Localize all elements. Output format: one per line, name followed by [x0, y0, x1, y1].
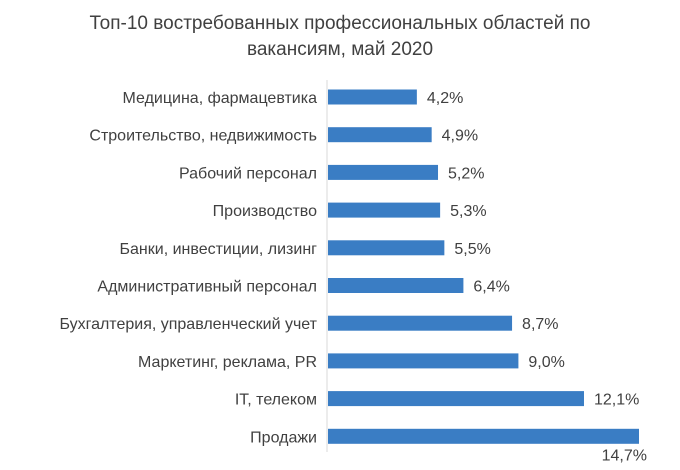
category-label: Производство — [213, 203, 317, 220]
value-label: 14,7% — [602, 447, 647, 464]
value-label: 12,1% — [594, 392, 639, 409]
bars-group: Медицина, фармацевтика 4,2% Строительство,… — [59, 89, 647, 464]
category-label: Строительство, недвижимость — [89, 128, 317, 145]
category-label: Маркетинг, реклама, PR — [138, 354, 317, 371]
bar — [328, 428, 639, 444]
category-label: Банки, инвестиции, лизинг — [120, 241, 318, 258]
bar — [328, 164, 439, 180]
value-label: 5,5% — [454, 241, 490, 258]
bar — [328, 202, 441, 218]
bar — [328, 89, 417, 105]
bar — [328, 391, 584, 407]
value-label: 5,2% — [448, 165, 484, 182]
value-label: 6,4% — [473, 279, 509, 296]
bar — [328, 127, 432, 143]
category-label: Бухгалтерия, управленческий учет — [59, 316, 317, 333]
category-label: Медицина, фармацевтика — [123, 90, 318, 107]
category-label: Рабочий персонал — [179, 165, 317, 182]
value-label: 4,9% — [442, 128, 478, 145]
chart-title-line-1: Топ-10 востребованных профессиональных о… — [90, 13, 591, 34]
value-label: 9,0% — [528, 354, 564, 371]
value-label: 8,7% — [522, 316, 558, 333]
category-label: IT, телеком — [235, 392, 317, 409]
bar — [328, 353, 519, 369]
bar — [328, 278, 464, 293]
value-label: 5,3% — [450, 203, 486, 220]
category-label: Административный персонал — [97, 279, 317, 296]
bar — [328, 315, 513, 331]
value-label: 4,2% — [427, 90, 463, 107]
bar — [328, 240, 445, 256]
chart-title-line-2: вакансиям, май 2020 — [247, 39, 433, 60]
category-label: Продажи — [250, 429, 317, 446]
